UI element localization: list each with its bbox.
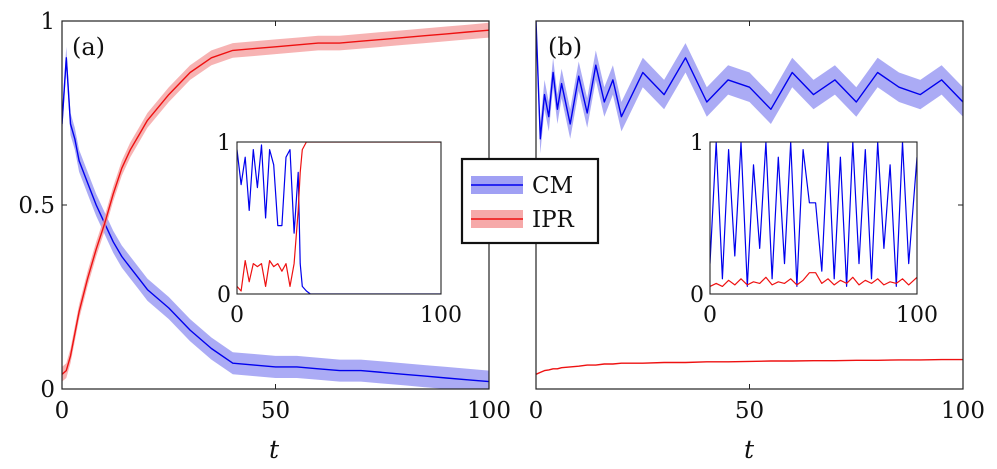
panel-label-b: (b) — [548, 33, 582, 61]
panel-label-a: (a) — [72, 33, 105, 61]
legend-box — [460, 157, 600, 245]
inset-frame-a — [236, 141, 442, 295]
x-tick-label-b-1: 50 — [735, 398, 764, 424]
x-tick-label-a-1: 50 — [261, 398, 290, 424]
y-tick-label-a-1: 0.5 — [18, 193, 55, 219]
inset-x-tick-label-b-0: 0 — [703, 303, 717, 328]
inset-plot-area-a — [237, 142, 441, 294]
plot-area-b — [536, 21, 963, 375]
y-tick-label-a-2: 1 — [40, 9, 55, 35]
inset-plot-area-b — [710, 142, 917, 287]
x-tick-label-b-0: 0 — [529, 398, 544, 424]
inset-x-tick-label-b-1: 100 — [896, 303, 938, 328]
legend: CM IPR — [460, 157, 600, 245]
inset-series-line-cm-b — [710, 142, 917, 287]
inset-y-tick-label-a-1: 1 — [217, 131, 231, 156]
x-tick-label-a-2: 100 — [467, 398, 511, 424]
inset-series-line-ipr-a — [237, 142, 441, 292]
plot-area-a — [62, 22, 489, 389]
x-axis-label-b: t — [744, 435, 755, 464]
series-line-cm-a — [62, 57, 489, 383]
plot-root: 0 50 100 0 0.5 1 (a) 0 100 0 1 0 50 100 (b) 0 100 0 1 CM IPR — [18, 9, 985, 424]
series-line-ipr-b — [536, 358, 963, 375]
inset-x-tick-label-a-1: 100 — [420, 303, 462, 328]
x-tick-label-a-0: 0 — [55, 398, 70, 424]
inset-series-line-ipr-b — [710, 272, 917, 287]
inset-background-a — [237, 142, 441, 294]
legend-label-cm: CM — [532, 173, 573, 199]
series-line-ipr-a — [62, 29, 489, 375]
inset-series-line-cm-a — [237, 144, 441, 294]
confidence-band-cm-a — [62, 46, 489, 389]
inset-y-tick-label-a-0: 0 — [217, 283, 231, 308]
inset-y-tick-label-b-0: 0 — [690, 283, 704, 308]
series-line-cm-b — [536, 21, 963, 140]
y-tick-label-a-0: 0 — [40, 377, 55, 403]
x-axis-label-a: t — [269, 435, 280, 464]
inset-frame-b — [709, 141, 918, 295]
legend-label-ipr: IPR — [532, 207, 575, 233]
x-tick-label-b-2: 100 — [941, 398, 985, 424]
inset-y-tick-label-b-1: 1 — [690, 131, 704, 156]
inset-x-tick-label-a-0: 0 — [230, 303, 244, 328]
